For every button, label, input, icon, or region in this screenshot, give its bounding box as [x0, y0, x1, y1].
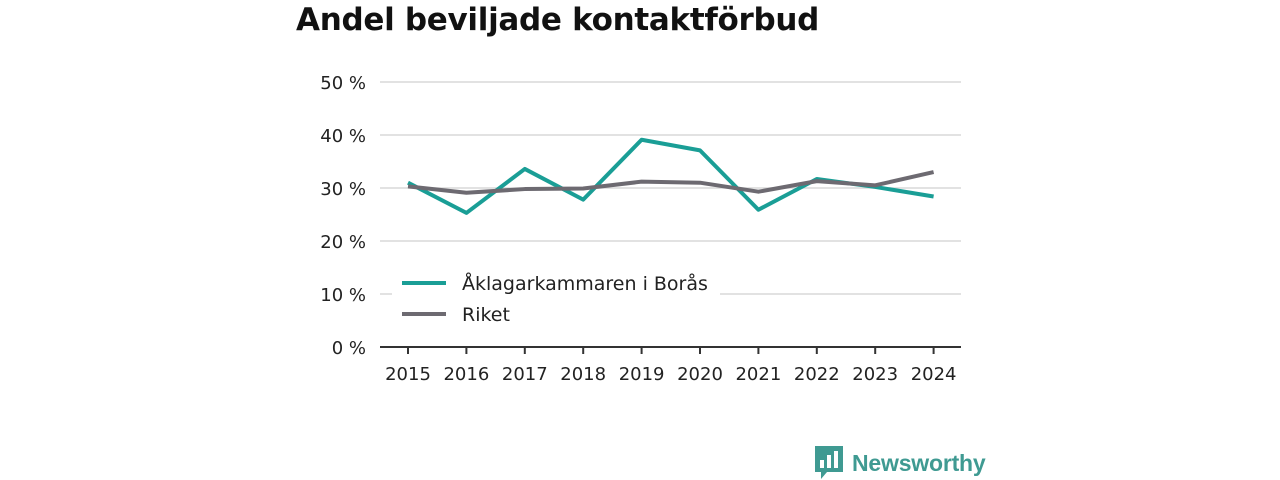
y-tick-label: 10 % [320, 285, 366, 306]
legend: Åklagarkammaren i Borås Riket [392, 264, 720, 332]
brand: Newsworthy [815, 446, 986, 480]
y-axis-ticks: 0 % 10 % 20 % 30 % 40 % 50 % [320, 73, 366, 359]
x-tick-label: 2015 [385, 364, 431, 385]
series-line-1 [407, 170, 935, 195]
y-tick-label: 20 % [320, 232, 366, 253]
series-line-0 [407, 137, 934, 215]
x-tick-label: 2016 [443, 364, 489, 385]
x-tick-label: 2024 [911, 364, 957, 385]
y-tick-label: 0 % [332, 338, 366, 359]
x-tick-label: 2017 [502, 364, 548, 385]
y-tick-label: 40 % [320, 126, 366, 147]
chart-title: Andel beviljade kontaktförbud [296, 2, 820, 38]
newsworthy-logo-icon [815, 446, 843, 479]
x-tick-label: 2019 [619, 364, 665, 385]
series-lines [407, 137, 935, 215]
legend-label: Åklagarkammaren i Borås [462, 272, 708, 295]
x-tick-label: 2020 [677, 364, 723, 385]
x-tick-label: 2018 [560, 364, 606, 385]
x-tick-label: 2022 [794, 364, 840, 385]
y-tick-label: 50 % [320, 73, 366, 94]
legend-background [392, 264, 720, 332]
y-tick-label: 30 % [320, 179, 366, 200]
brand-name: Newsworthy [852, 449, 986, 476]
legend-label: Riket [462, 304, 510, 326]
x-tick-label: 2021 [735, 364, 781, 385]
x-tick-label: 2023 [852, 364, 898, 385]
x-axis: 2015 2016 2017 2018 2019 2020 2021 2022 2023 2024 [380, 346, 961, 385]
